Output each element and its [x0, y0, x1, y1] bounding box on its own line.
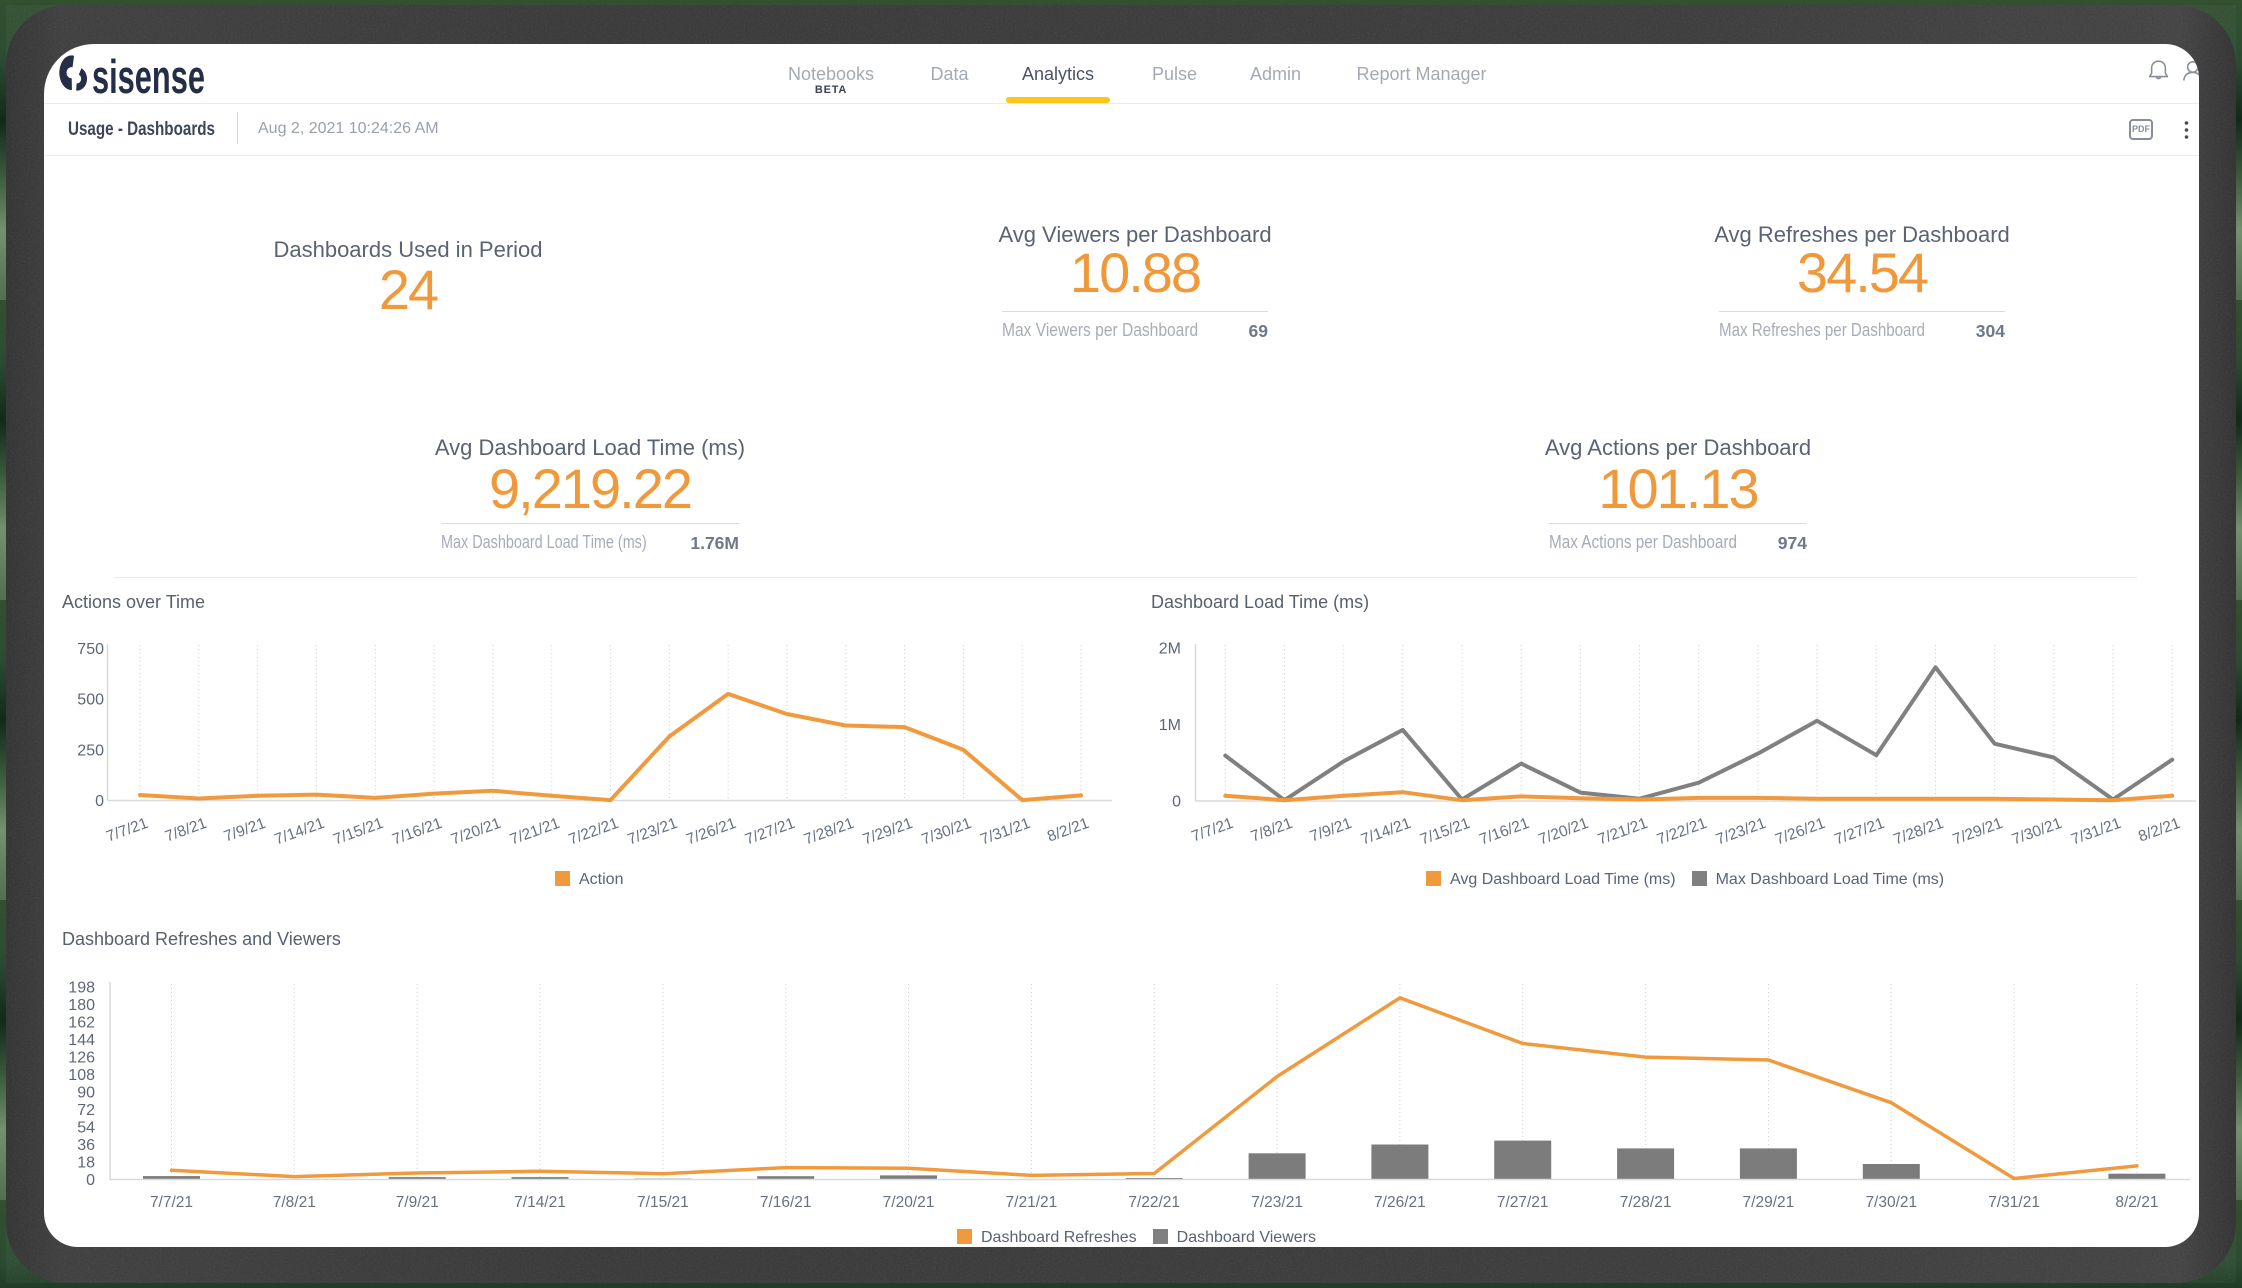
svg-text:0: 0	[95, 793, 104, 810]
svg-text:7/26/21: 7/26/21	[684, 815, 738, 849]
svg-text:0: 0	[86, 1172, 95, 1189]
svg-text:180: 180	[68, 997, 95, 1014]
svg-text:7/15/21: 7/15/21	[1418, 815, 1472, 849]
svg-text:7/9/21: 7/9/21	[396, 1194, 439, 1211]
svg-text:7/27/21: 7/27/21	[743, 815, 797, 849]
svg-text:0: 0	[1172, 794, 1181, 811]
svg-text:7/28/21: 7/28/21	[1891, 815, 1945, 849]
svg-text:7/28/21: 7/28/21	[1620, 1194, 1672, 1211]
svg-text:7/7/21: 7/7/21	[150, 1194, 193, 1211]
svg-text:7/16/21: 7/16/21	[760, 1194, 812, 1211]
svg-text:198: 198	[68, 980, 95, 997]
svg-text:7/16/21: 7/16/21	[1477, 815, 1531, 849]
svg-text:72: 72	[77, 1102, 95, 1119]
svg-text:7/9/21: 7/9/21	[1308, 815, 1354, 846]
svg-text:7/9/21: 7/9/21	[222, 815, 268, 846]
svg-text:7/22/21: 7/22/21	[1655, 815, 1709, 849]
svg-text:7/15/21: 7/15/21	[637, 1194, 689, 1211]
svg-text:8/2/21: 8/2/21	[2136, 815, 2182, 846]
svg-text:7/14/21: 7/14/21	[272, 815, 326, 849]
svg-text:250: 250	[77, 742, 104, 759]
svg-text:7/7/21: 7/7/21	[104, 815, 150, 846]
svg-text:7/22/21: 7/22/21	[566, 815, 620, 849]
svg-text:8/2/21: 8/2/21	[2115, 1194, 2158, 1211]
svg-text:7/21/21: 7/21/21	[1006, 1194, 1058, 1211]
svg-text:750: 750	[77, 641, 104, 658]
svg-text:18: 18	[77, 1155, 95, 1172]
svg-text:7/31/21: 7/31/21	[978, 815, 1032, 849]
svg-text:7/14/21: 7/14/21	[514, 1194, 566, 1211]
svg-text:7/30/21: 7/30/21	[2010, 815, 2064, 849]
svg-text:7/29/21: 7/29/21	[1951, 815, 2005, 849]
svg-text:126: 126	[68, 1050, 95, 1067]
svg-text:7/8/21: 7/8/21	[1249, 815, 1295, 846]
svg-text:7/27/21: 7/27/21	[1832, 815, 1886, 849]
svg-text:7/15/21: 7/15/21	[331, 815, 385, 849]
svg-text:54: 54	[77, 1120, 95, 1137]
svg-text:7/26/21: 7/26/21	[1773, 815, 1827, 849]
svg-text:2M: 2M	[1159, 641, 1181, 658]
svg-text:7/31/21: 7/31/21	[2069, 815, 2123, 849]
svg-text:7/30/21: 7/30/21	[919, 815, 973, 849]
svg-text:7/23/21: 7/23/21	[1714, 815, 1768, 849]
svg-text:7/22/21: 7/22/21	[1128, 1194, 1180, 1211]
svg-text:7/28/21: 7/28/21	[802, 815, 856, 849]
svg-text:500: 500	[77, 692, 104, 709]
svg-text:90: 90	[77, 1085, 95, 1102]
svg-text:7/26/21: 7/26/21	[1374, 1194, 1426, 1211]
svg-text:7/14/21: 7/14/21	[1359, 815, 1413, 849]
svg-text:7/21/21: 7/21/21	[1596, 815, 1650, 849]
svg-text:144: 144	[68, 1032, 95, 1049]
svg-text:7/8/21: 7/8/21	[273, 1194, 316, 1211]
svg-text:7/20/21: 7/20/21	[883, 1194, 935, 1211]
svg-text:7/23/21: 7/23/21	[625, 815, 679, 849]
svg-text:1M: 1M	[1159, 717, 1181, 734]
svg-text:7/31/21: 7/31/21	[1988, 1194, 2040, 1211]
svg-text:7/30/21: 7/30/21	[1865, 1194, 1917, 1211]
svg-text:108: 108	[68, 1067, 95, 1084]
svg-text:7/23/21: 7/23/21	[1251, 1194, 1303, 1211]
svg-text:8/2/21: 8/2/21	[1045, 815, 1091, 846]
svg-text:7/29/21: 7/29/21	[861, 815, 915, 849]
svg-text:7/29/21: 7/29/21	[1743, 1194, 1795, 1211]
svg-text:7/16/21: 7/16/21	[390, 815, 444, 849]
svg-text:7/8/21: 7/8/21	[163, 815, 209, 846]
svg-text:162: 162	[68, 1015, 95, 1032]
svg-text:36: 36	[77, 1137, 95, 1154]
svg-text:7/20/21: 7/20/21	[1536, 815, 1590, 849]
svg-text:7/21/21: 7/21/21	[508, 815, 562, 849]
svg-text:7/20/21: 7/20/21	[449, 815, 503, 849]
svg-text:7/27/21: 7/27/21	[1497, 1194, 1549, 1211]
svg-text:7/7/21: 7/7/21	[1189, 815, 1235, 846]
